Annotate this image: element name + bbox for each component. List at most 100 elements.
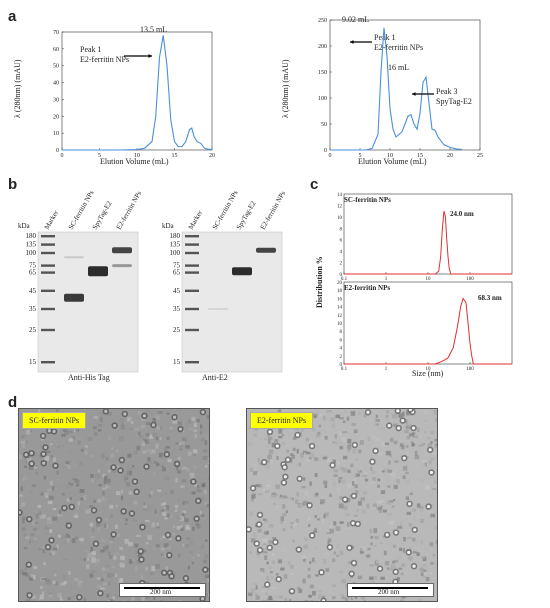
em-grain xyxy=(375,560,380,564)
em-grain xyxy=(192,453,196,457)
em-grain xyxy=(426,522,431,528)
nanoparticle-core xyxy=(429,470,434,475)
em-grain xyxy=(147,534,153,540)
em-grain xyxy=(328,441,334,447)
em-grain xyxy=(310,453,314,458)
nanoparticle-core xyxy=(385,533,389,537)
nanoparticle-core xyxy=(373,449,378,453)
em-grain xyxy=(66,538,70,543)
marker-kda-label: 25 xyxy=(29,326,37,334)
em-grain xyxy=(264,555,268,560)
em-grain xyxy=(59,596,63,601)
em-grain xyxy=(125,522,128,525)
marker-kda-label: 15 xyxy=(173,358,181,366)
nanoparticle-core xyxy=(139,549,143,553)
em-grain xyxy=(364,478,369,482)
em-grain xyxy=(119,547,123,550)
em-grain xyxy=(274,594,279,600)
em-grain xyxy=(109,536,114,541)
em-grain xyxy=(334,572,338,575)
em-grain xyxy=(150,489,154,495)
em-grain xyxy=(197,554,200,557)
em-grain xyxy=(89,505,94,508)
em-grain xyxy=(126,482,130,487)
em-grain xyxy=(45,578,50,582)
em-grain xyxy=(143,502,146,507)
em-grain xyxy=(73,574,77,579)
nanoparticle-core xyxy=(268,546,272,550)
x-tick-label: 25 xyxy=(477,153,483,159)
em-grain xyxy=(102,546,108,551)
em-grain xyxy=(39,585,43,589)
chart-sec-right: 9.02 mL Peak 1 E2-ferritin NPs 16 mL Pea… xyxy=(281,15,483,166)
em-grain xyxy=(150,450,153,455)
em-grain xyxy=(306,458,311,462)
em-grain xyxy=(200,436,206,442)
em-grain xyxy=(102,487,106,490)
em-grain xyxy=(119,562,125,568)
em-grain xyxy=(141,418,146,421)
y-tick-label: 6 xyxy=(340,239,343,244)
em-grain xyxy=(420,572,424,577)
em-label-tag: SC-ferritin NPs xyxy=(22,412,86,429)
em-grain xyxy=(249,581,252,586)
em-grain xyxy=(393,485,398,490)
em-grain xyxy=(161,511,167,516)
em-grain xyxy=(354,473,359,477)
nanoparticle-core xyxy=(42,461,46,465)
em-grain xyxy=(112,565,116,568)
em-grain xyxy=(333,541,338,546)
em-grain xyxy=(332,584,337,588)
em-grain xyxy=(304,452,307,456)
em-grain xyxy=(298,589,303,594)
em-grain xyxy=(429,542,434,547)
em-grain xyxy=(294,463,299,467)
em-grain xyxy=(155,544,160,548)
em-grain xyxy=(385,450,391,456)
em-grain xyxy=(314,415,317,419)
em-grain xyxy=(290,525,293,529)
em-grain xyxy=(332,558,336,562)
em-grain xyxy=(196,524,201,529)
em-grain xyxy=(252,493,256,498)
nanoparticle-core xyxy=(265,582,269,587)
em-grain xyxy=(307,574,311,579)
plot-frame xyxy=(343,193,513,275)
em-grain xyxy=(297,504,303,507)
em-grain xyxy=(159,537,163,541)
em-grain xyxy=(281,433,285,437)
em-grain xyxy=(91,555,96,560)
em-grain xyxy=(72,596,75,601)
marker-kda-label: 75 xyxy=(29,262,37,270)
em-grain xyxy=(146,410,152,413)
em-grain xyxy=(411,441,414,447)
em-grain xyxy=(325,515,329,519)
em-grain xyxy=(122,599,127,601)
em-grain xyxy=(22,571,27,576)
panel-letter-c: c xyxy=(310,176,319,193)
em-grain xyxy=(408,522,413,527)
em-grain xyxy=(416,427,420,433)
em-grain xyxy=(100,537,105,543)
em-grain xyxy=(134,543,139,548)
nanoparticle-core xyxy=(122,509,126,513)
em-grain xyxy=(396,418,402,423)
em-grain xyxy=(102,496,105,502)
em-grain xyxy=(332,459,336,464)
em-grain xyxy=(363,491,368,495)
em-grain xyxy=(347,522,350,528)
em-grain xyxy=(155,415,160,420)
em-grain xyxy=(174,504,179,509)
em-grain xyxy=(182,510,187,514)
em-grain xyxy=(140,425,146,429)
em-grain xyxy=(351,423,356,426)
em-grain xyxy=(313,494,319,498)
em-grain xyxy=(359,490,364,493)
em-grain xyxy=(130,421,134,424)
em-grain xyxy=(363,599,366,601)
nanoparticle-core xyxy=(283,475,287,479)
em-grain xyxy=(324,551,330,556)
em-grain xyxy=(430,513,436,518)
em-grain xyxy=(373,528,378,534)
em-grain xyxy=(318,424,322,428)
